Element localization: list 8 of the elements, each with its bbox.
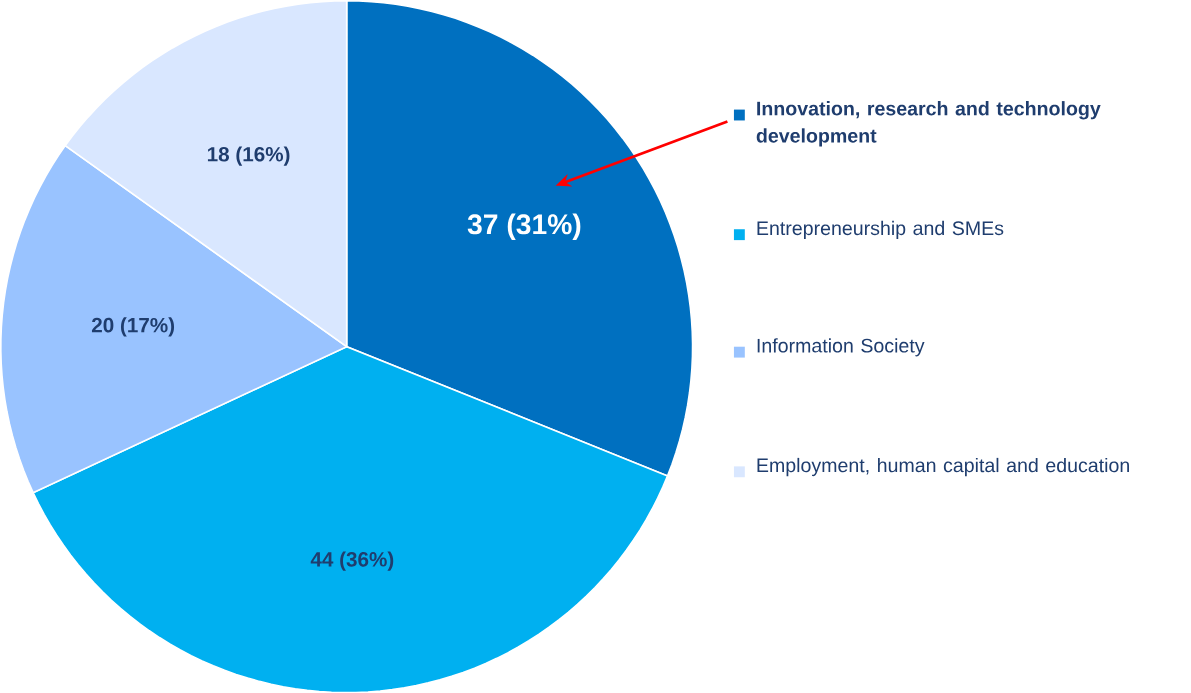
data-label: 37 (31%) xyxy=(467,213,581,240)
data-label: 44 (36%) xyxy=(310,551,394,571)
legend-label: Employment, human capital and education xyxy=(757,457,1129,476)
legend-label: Entrepreneurship and SMEs xyxy=(757,220,1004,239)
data-label: 18 (16%) xyxy=(207,146,290,166)
data-label: 20 (17%) xyxy=(91,317,175,337)
legend-label: Information Society xyxy=(757,338,925,357)
legend-label: Innovation, research and technology development xyxy=(756,100,1101,147)
